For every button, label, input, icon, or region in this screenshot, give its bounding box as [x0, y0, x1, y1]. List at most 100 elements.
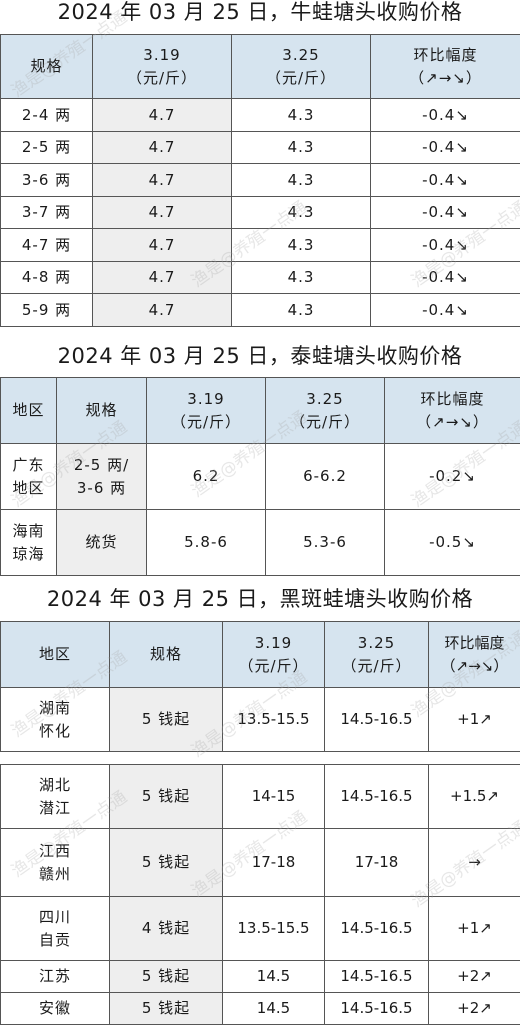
spec-cell: 3-7 两	[1, 196, 93, 229]
black-spotted-frog-price-table: 地区 规格 3.19（元/斤） 3.25（元/斤） 环比幅度（↗→↘） 湖南怀化…	[0, 621, 520, 1025]
spec-cell: 5 钱起	[110, 688, 223, 752]
spec-cell: 5 钱起	[110, 961, 223, 993]
price-3-19-cell: 14.5	[223, 961, 325, 993]
price-3-25-cell: 14.5-16.5	[325, 765, 429, 829]
change-cell: -0.4↘	[371, 164, 520, 197]
table1-title: 2024 年 03 月 25 日，牛蛙塘头收购价格	[0, 0, 520, 29]
spec-cell: 2-5 两/3-6 两	[57, 444, 147, 510]
price-3-19-cell: 6.2	[147, 444, 266, 510]
header-spec: 规格	[1, 35, 93, 99]
spec-cell: 2-5 两	[1, 131, 93, 164]
price-3-19-cell: 13.5-15.5	[223, 688, 325, 752]
price-3-25-cell: 4.3	[232, 229, 371, 262]
region-cell: 江西赣州	[1, 829, 110, 897]
change-cell: -0.4↘	[371, 294, 520, 327]
price-3-19-cell: 5.8-6	[147, 510, 266, 576]
table3-header-row: 地区 规格 3.19（元/斤） 3.25（元/斤） 环比幅度（↗→↘）	[1, 622, 520, 688]
change-cell: -0.4↘	[371, 229, 520, 262]
table2-title: 2024 年 03 月 25 日，泰蛙塘头收购价格	[0, 339, 520, 373]
change-cell: +2↗	[429, 961, 520, 993]
price-3-19-cell: 4.7	[93, 229, 232, 262]
region-cell: 安徽	[1, 993, 110, 1025]
row-gap	[1, 752, 520, 765]
price-3-19-cell: 4.7	[93, 131, 232, 164]
price-3-19-cell: 4.7	[93, 261, 232, 294]
price-3-25-cell: 6-6.2	[266, 444, 385, 510]
change-cell: -0.4↘	[371, 131, 520, 164]
spec-cell: 3-6 两	[1, 164, 93, 197]
table2-header-row: 地区 规格 3.19（元/斤） 3.25（元/斤） 环比幅度（↗→↘）	[1, 378, 520, 444]
header-spec: 规格	[57, 378, 147, 444]
price-3-19-cell: 14.5	[223, 993, 325, 1025]
region-cell: 广东地区	[1, 444, 57, 510]
header-date1: 3.19（元/斤）	[93, 35, 232, 99]
price-3-25-cell: 5.3-6	[266, 510, 385, 576]
change-cell: +1↗	[429, 897, 520, 961]
region-cell: 湖南怀化	[1, 688, 110, 752]
change-cell: -0.2↘	[385, 444, 520, 510]
price-3-25-cell: 4.3	[232, 164, 371, 197]
table1-header-row: 规格 3.19（元/斤） 3.25（元/斤） 环比幅度（↗→↘）	[1, 35, 520, 99]
change-cell: -0.5↘	[385, 510, 520, 576]
price-3-19-cell: 4.7	[93, 99, 232, 132]
price-3-25-cell: 17-18	[325, 829, 429, 897]
header-date1: 3.19（元/斤）	[147, 378, 266, 444]
gap-cell	[1, 752, 520, 765]
spec-cell: 2-4 两	[1, 99, 93, 132]
header-change: 环比幅度（↗→↘）	[385, 378, 520, 444]
price-3-25-cell: 4.3	[232, 261, 371, 294]
spec-cell: 4-8 两	[1, 261, 93, 294]
header-date2: 3.25（元/斤）	[266, 378, 385, 444]
price-3-25-cell: 14.5-16.5	[325, 993, 429, 1025]
price-3-25-cell: 4.3	[232, 131, 371, 164]
change-cell: →	[429, 829, 520, 897]
price-3-19-cell: 14-15	[223, 765, 325, 829]
price-3-25-cell: 4.3	[232, 196, 371, 229]
change-cell: +2↗	[429, 993, 520, 1025]
change-cell: -0.4↘	[371, 261, 520, 294]
change-cell: -0.4↘	[371, 196, 520, 229]
header-region: 地区	[1, 378, 57, 444]
change-cell: +1↗	[429, 688, 520, 752]
price-3-25-cell: 14.5-16.5	[325, 961, 429, 993]
spec-cell: 统货	[57, 510, 147, 576]
table3-title: 2024 年 03 月 25 日，黑斑蛙塘头收购价格	[0, 582, 520, 616]
price-3-19-cell: 17-18	[223, 829, 325, 897]
price-3-25-cell: 4.3	[232, 99, 371, 132]
thai-frog-price-table: 地区 规格 3.19（元/斤） 3.25（元/斤） 环比幅度（↗→↘） 广东地区…	[0, 377, 520, 576]
region-cell: 海南琼海	[1, 510, 57, 576]
header-date2: 3.25（元/斤）	[325, 622, 429, 688]
region-cell: 湖北潜江	[1, 765, 110, 829]
spec-cell: 5 钱起	[110, 993, 223, 1025]
header-spec: 规格	[110, 622, 223, 688]
price-3-25-cell: 14.5-16.5	[325, 688, 429, 752]
price-3-25-cell: 14.5-16.5	[325, 897, 429, 961]
price-3-19-cell: 4.7	[93, 196, 232, 229]
price-3-19-cell: 4.7	[93, 294, 232, 327]
spec-cell: 5 钱起	[110, 829, 223, 897]
spec-cell: 5 钱起	[110, 765, 223, 829]
header-change: 环比幅度（↗→↘）	[371, 35, 520, 99]
region-cell: 江苏	[1, 961, 110, 993]
change-cell: +1.5↗	[429, 765, 520, 829]
header-region: 地区	[1, 622, 110, 688]
spec-cell: 4 钱起	[110, 897, 223, 961]
region-cell: 四川自贡	[1, 897, 110, 961]
price-3-25-cell: 4.3	[232, 294, 371, 327]
